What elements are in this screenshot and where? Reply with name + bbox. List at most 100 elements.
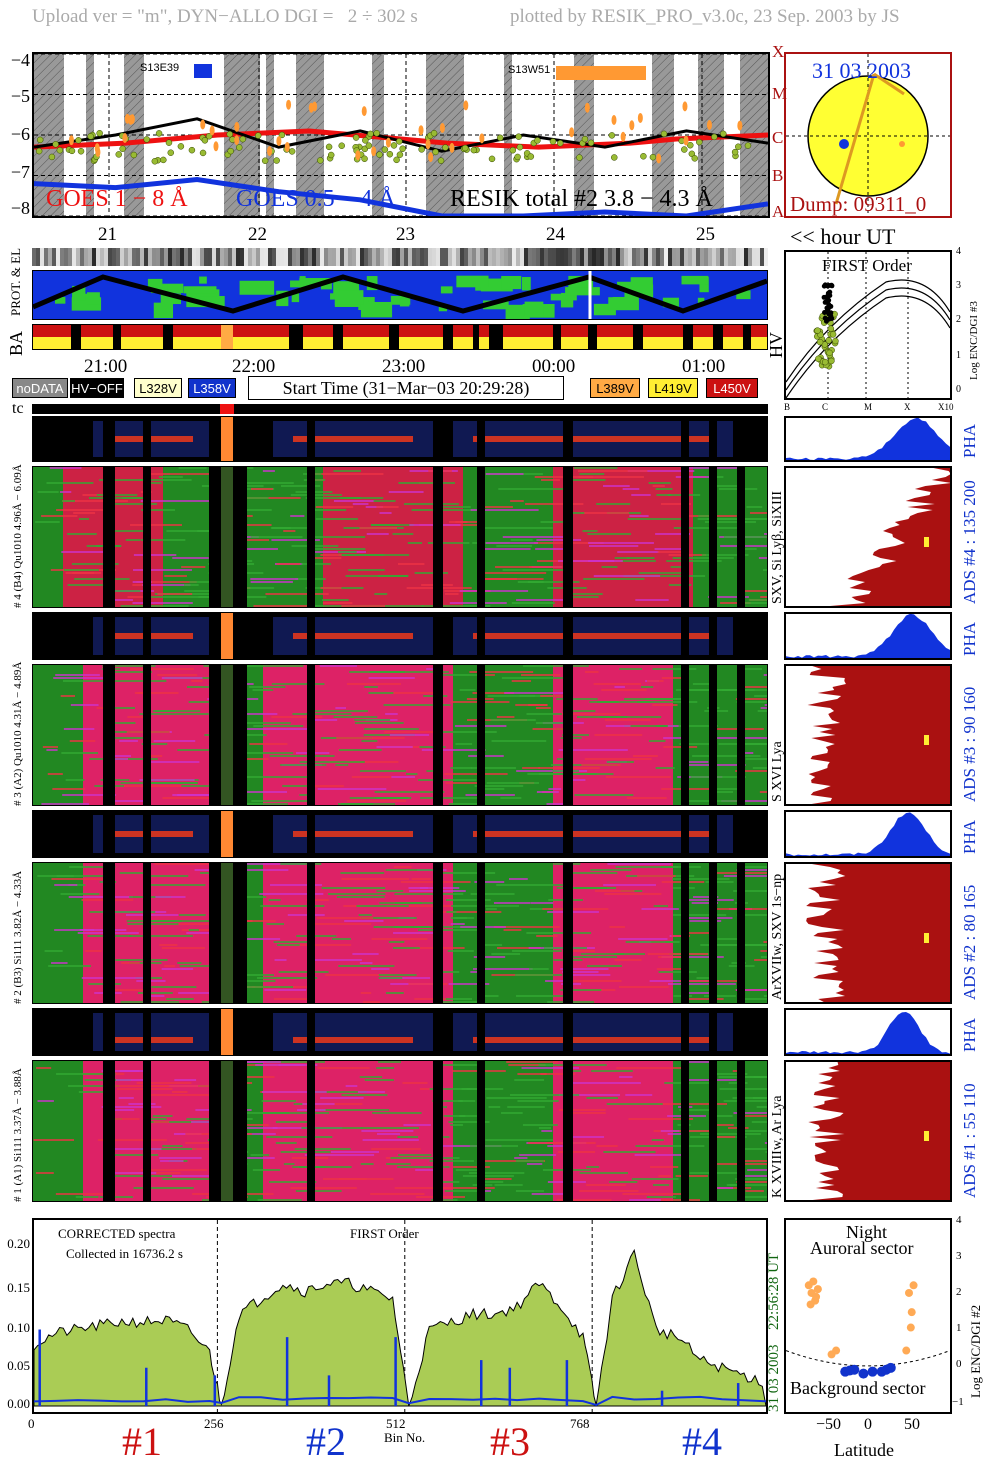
heat-cell	[306, 899, 329, 901]
heat-cell	[743, 1196, 801, 1198]
heat-cell	[301, 1127, 363, 1129]
heat-cell	[675, 1175, 708, 1177]
resik-point	[649, 153, 657, 161]
heat-cell	[481, 578, 544, 580]
threshold-curve	[786, 1350, 950, 1367]
auroral-point	[909, 1281, 918, 1290]
heat-cell	[660, 1130, 680, 1132]
heat-cell	[615, 866, 629, 868]
heat-cell	[344, 920, 384, 922]
pha-dark	[709, 417, 717, 463]
hv-off-button[interactable]: HV−OFF	[70, 378, 124, 398]
heat-cell	[536, 791, 559, 793]
heat-cell	[351, 776, 392, 778]
heat-cell	[341, 803, 396, 805]
lat-ylabel: Log ENC/DGI #2	[968, 1304, 983, 1398]
heat-cell	[433, 971, 460, 973]
heat-cell	[461, 1088, 478, 1090]
heat-cell	[308, 923, 372, 925]
l389v-button[interactable]: L389V	[590, 378, 640, 398]
heat-dark	[709, 467, 717, 609]
gray-cell	[528, 248, 532, 266]
heat-cell	[274, 959, 287, 961]
l419v-button[interactable]: L419V	[648, 378, 698, 398]
gray-cell	[516, 248, 520, 266]
heat-cell	[438, 506, 471, 508]
resik-point	[288, 148, 296, 155]
gray-cell	[236, 248, 240, 266]
fo-point	[814, 327, 821, 334]
night-band-hatch	[504, 54, 512, 216]
flare-point	[209, 125, 215, 136]
gray-cell	[376, 248, 380, 266]
heat-cell	[335, 707, 346, 709]
gray-cell	[344, 248, 348, 266]
lat-xtick: 0	[864, 1416, 872, 1433]
gray-cell	[608, 248, 612, 266]
heat-cell	[238, 1076, 275, 1078]
heat-cell	[253, 725, 304, 727]
pha-dark	[737, 613, 745, 661]
flare-point	[425, 139, 431, 150]
gray-cell	[192, 248, 196, 266]
heat-cell	[280, 485, 321, 487]
ba-red	[33, 325, 767, 337]
heat-cell	[573, 467, 618, 469]
heat-cell	[313, 959, 362, 961]
pha-band	[473, 633, 713, 639]
l450v-button[interactable]: L450V	[706, 378, 758, 398]
heat-cell	[759, 791, 820, 793]
heat-cell	[48, 965, 91, 967]
heat-cell	[742, 998, 809, 1000]
pha-band	[113, 831, 193, 837]
gray-cell	[308, 248, 312, 266]
gray-cell	[540, 248, 544, 266]
heat-cell	[663, 737, 686, 739]
heat-cell	[453, 1166, 490, 1168]
gray-cell	[112, 248, 116, 266]
l328v-button[interactable]: L328V	[134, 378, 182, 398]
pha-dark	[477, 1009, 485, 1057]
heat-dark	[209, 665, 221, 807]
gray-cell	[144, 248, 148, 266]
heat-cell	[151, 920, 212, 922]
nodata-button[interactable]: noDATA	[12, 378, 68, 398]
heat-cell	[295, 1190, 342, 1192]
l358v-button[interactable]: L358V	[188, 378, 236, 398]
heat-cell	[325, 974, 393, 976]
heat-cell	[421, 749, 486, 751]
heat-cell	[60, 893, 100, 895]
heat-dark	[681, 467, 689, 609]
flare-point	[449, 142, 455, 153]
heat-cell	[578, 1190, 639, 1192]
heat-cell	[149, 1094, 219, 1096]
gray-cell	[592, 248, 596, 266]
heat-cell	[376, 1067, 395, 1069]
heat-cell	[282, 944, 352, 946]
gray-cell	[584, 248, 588, 266]
heat-cell	[287, 914, 325, 916]
heat-cell	[450, 767, 473, 769]
heat-cell	[129, 935, 193, 937]
resik-point	[239, 135, 247, 143]
heat-cell	[105, 755, 131, 757]
heat-cell	[360, 992, 372, 994]
gray-cell	[168, 248, 172, 266]
heat-cell	[68, 896, 133, 898]
resik-point	[576, 154, 583, 161]
heat-cell	[269, 755, 335, 757]
heat-cell	[64, 569, 99, 571]
heat-cell	[493, 926, 560, 928]
heat-cell	[186, 686, 212, 688]
heat-cell	[394, 1187, 439, 1189]
lat-xtick: −50	[816, 1416, 842, 1433]
heat-cell	[528, 1142, 596, 1144]
gray-cell	[116, 248, 120, 266]
heat-cell	[392, 533, 414, 535]
orbit-green	[608, 297, 639, 311]
heat-cell	[692, 896, 719, 898]
heat-cell	[313, 1091, 367, 1093]
heat-cell	[763, 995, 800, 997]
resik-point	[608, 132, 616, 139]
heat-cell	[455, 1169, 484, 1171]
